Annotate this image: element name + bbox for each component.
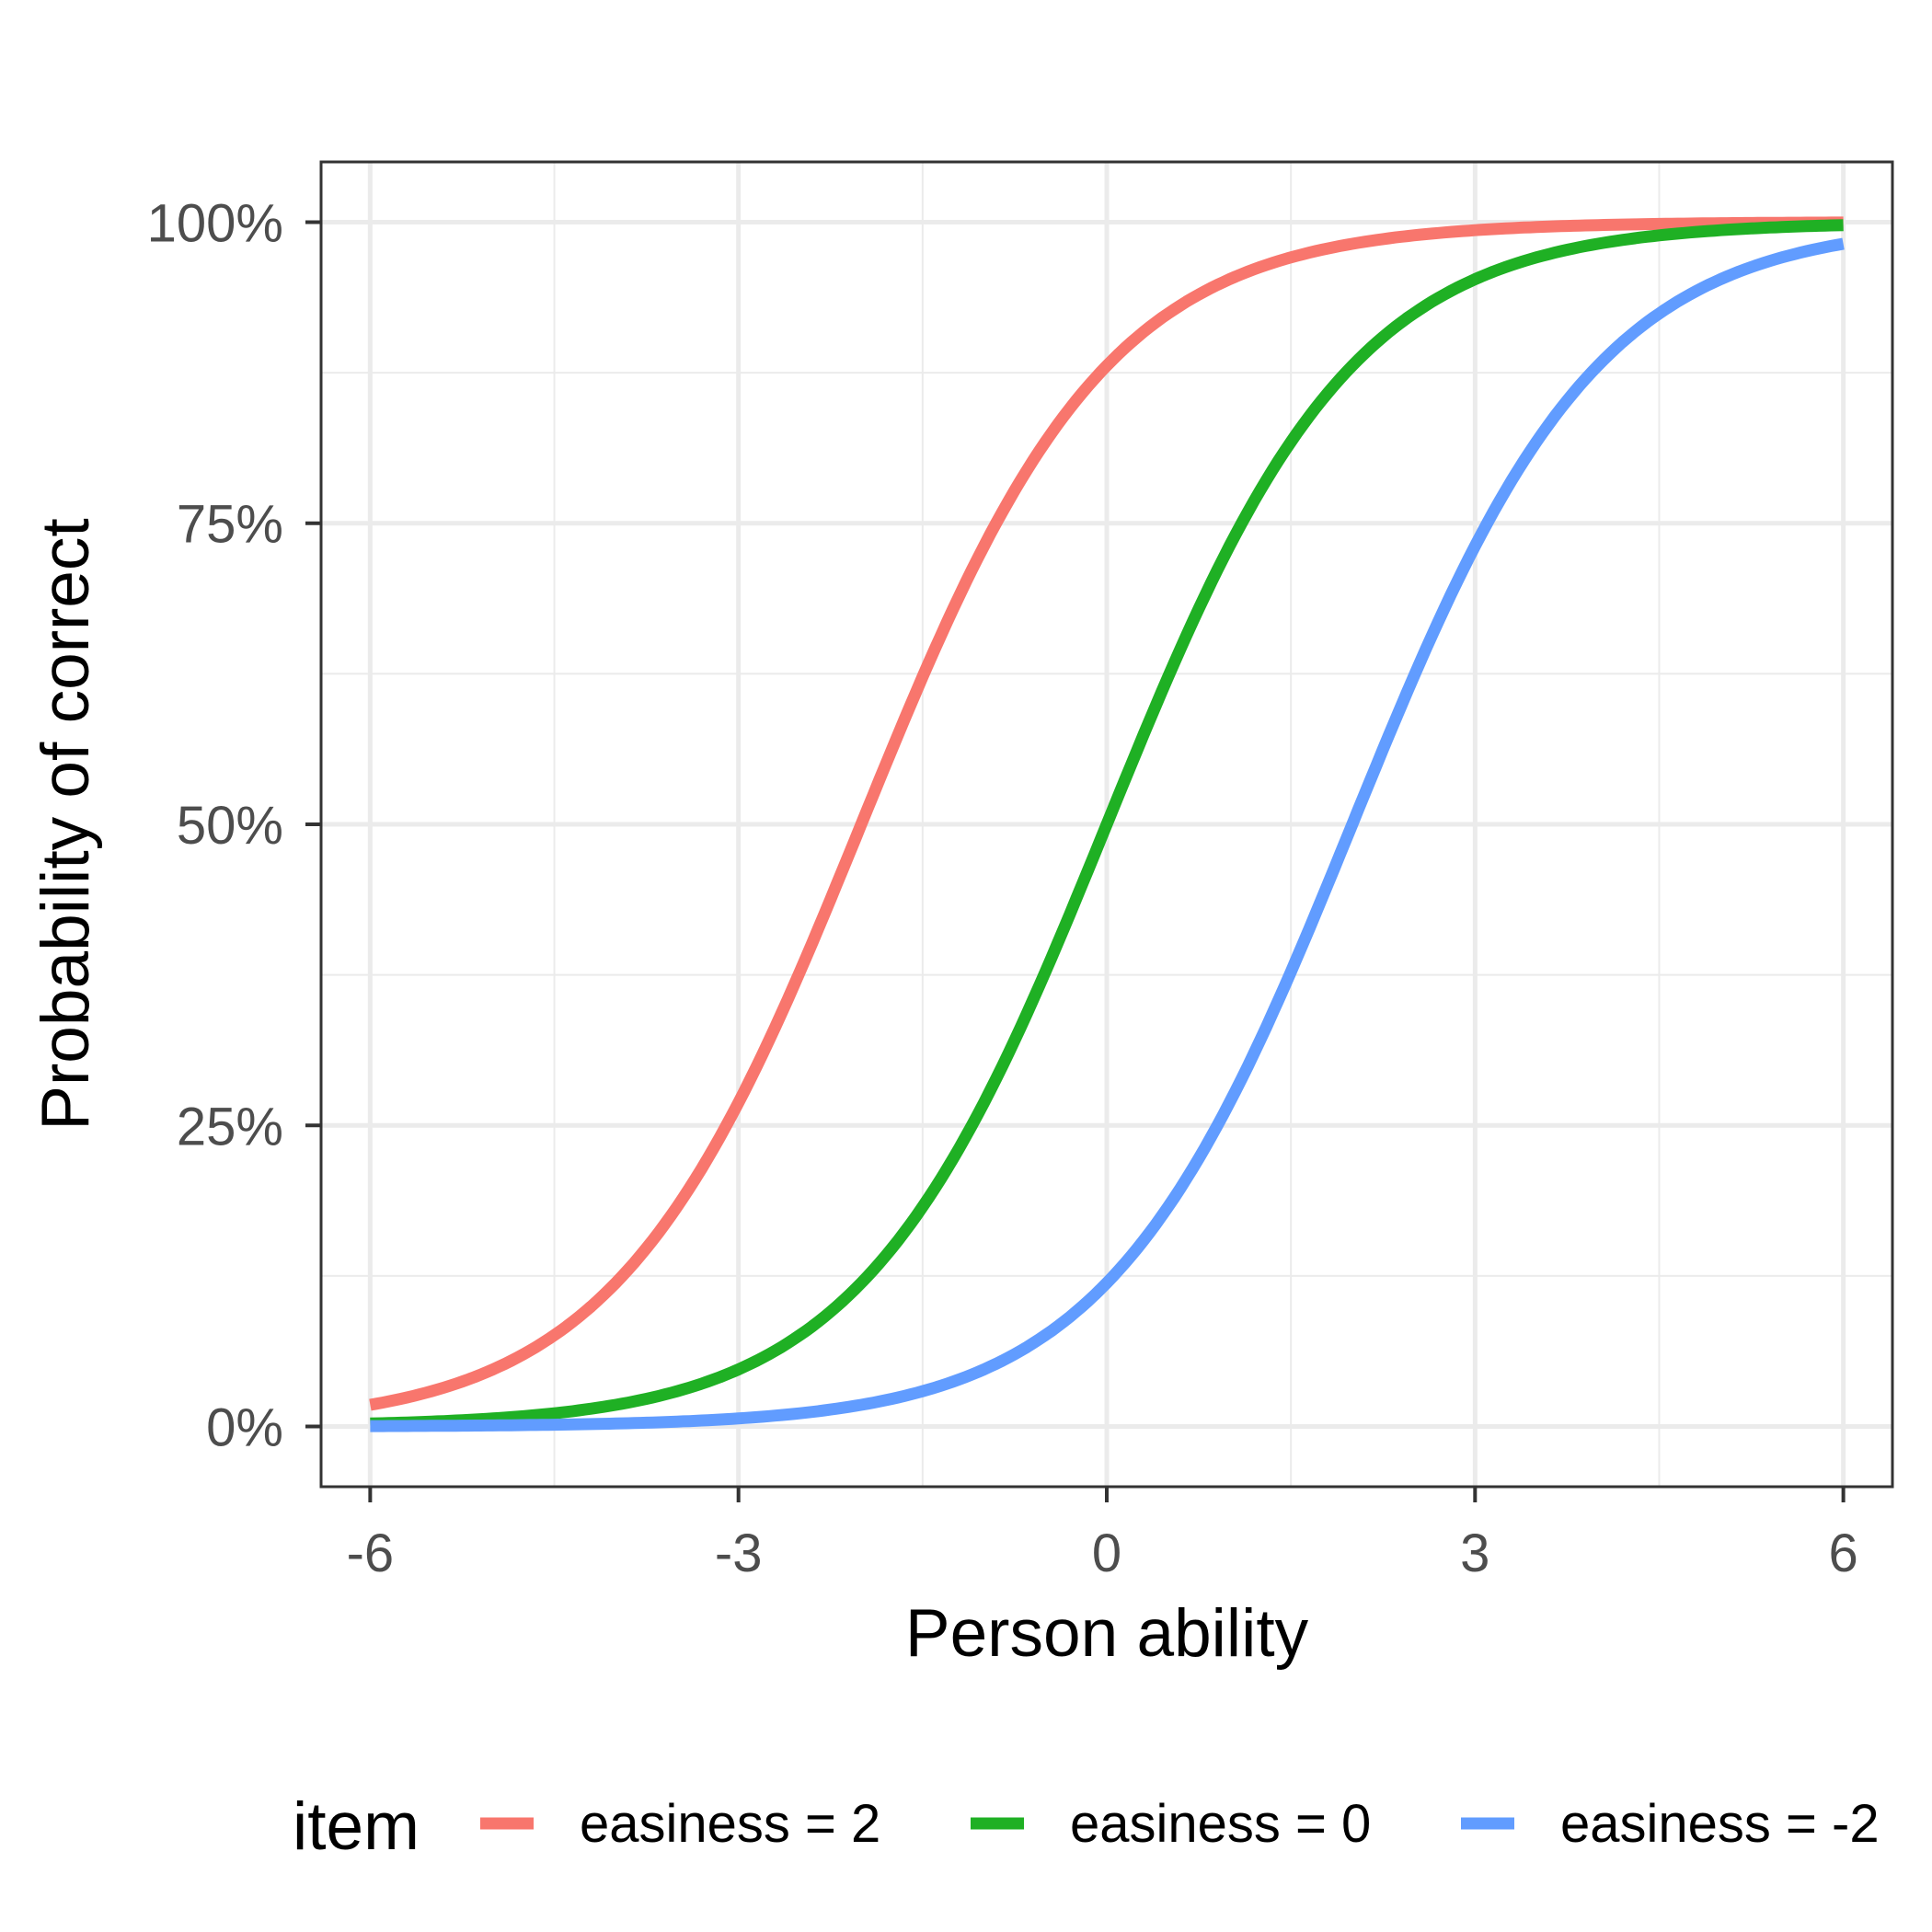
legend-title: item [293,1789,420,1864]
y-tick-label-0: 0% [206,1398,283,1458]
x-tick-label-4: 6 [1828,1524,1857,1583]
legend-label-0: easiness = 2 [580,1794,880,1854]
x-tick-label-3: 3 [1460,1524,1489,1583]
y-tick-label-4: 100% [147,193,283,253]
series-lines [369,216,1845,1432]
y-tick-label-2: 50% [177,796,283,856]
x-tick-label-2: 0 [1092,1524,1121,1583]
x-tick-label-1: -3 [715,1524,763,1583]
series-line-2 [370,237,1845,1432]
x-axis: -6 -3 0 3 6 [347,1487,1858,1583]
x-axis-title: Person ability [905,1596,1309,1671]
y-axis: 0% 25% 50% 75% 100% [147,193,321,1458]
x-tick-label-0: -6 [347,1524,395,1583]
grid-major [321,162,1892,1487]
y-tick-label-3: 75% [177,495,283,555]
y-tick-label-1: 25% [177,1097,283,1156]
y-axis-title: Probability of correct [29,518,103,1130]
legend-label-2: easiness = -2 [1560,1794,1880,1854]
series-line-1 [370,219,1844,1430]
legend-label-1: easiness = 0 [1070,1794,1371,1854]
legend: item easiness = 2 easiness = 0 easiness = … [293,1789,1880,1864]
series-line-0 [369,216,1844,1411]
